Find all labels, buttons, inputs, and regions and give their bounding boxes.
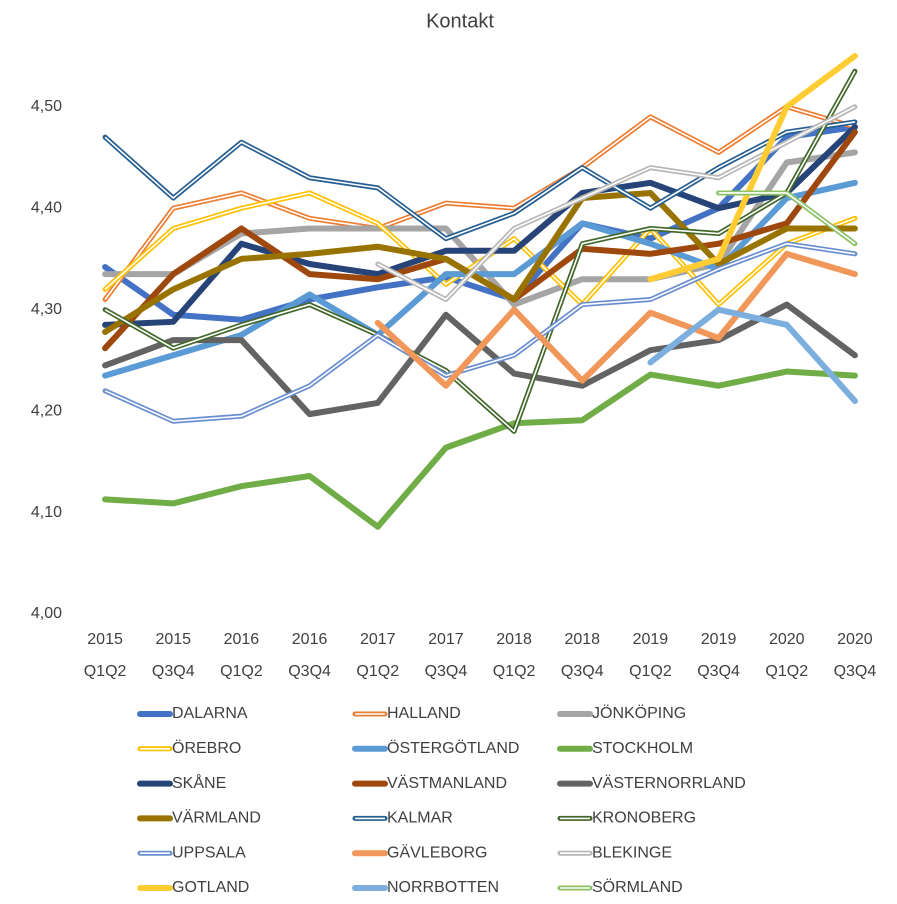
legend-label: GÄVLEBORG xyxy=(387,843,487,861)
y-tick-label: 4,10 xyxy=(31,504,62,521)
legend-label: KALMAR xyxy=(387,810,453,827)
legend-label: VÄSTERNORRLAND xyxy=(592,774,746,792)
x-tick-label: 2020 Q3Q4 xyxy=(834,631,877,680)
y-tick-label: 4,40 xyxy=(31,199,62,216)
legend-label: VÄRMLAND xyxy=(172,809,261,827)
legend-label: DALARNA xyxy=(172,705,248,722)
series-line xyxy=(374,250,858,389)
x-tick-label: 2015 Q1Q2 xyxy=(84,631,127,680)
y-tick-label: 4,20 xyxy=(31,402,62,419)
x-tick-label: 2020 Q1Q2 xyxy=(765,631,808,680)
series-line xyxy=(102,124,858,323)
x-tick-label: 2015 Q3Q4 xyxy=(152,631,195,680)
series-line xyxy=(102,124,858,328)
legend-label: ÖSTERGÖTLAND xyxy=(387,739,519,757)
legend-label: VÄSTMANLAND xyxy=(387,774,507,792)
x-tick-label: 2016 Q3Q4 xyxy=(288,631,331,680)
y-tick-label: 4,00 xyxy=(31,605,62,622)
series-line-inner xyxy=(104,105,856,300)
series-line-inner xyxy=(104,242,856,423)
series-line xyxy=(647,306,858,404)
legend-label: NORRBOTTEN xyxy=(387,879,499,896)
series-line-inner xyxy=(718,192,856,245)
series-line xyxy=(102,189,858,335)
series-line-inner xyxy=(104,121,856,240)
legend-label: HALLAND xyxy=(387,705,461,722)
legend-label: JÖNKÖPING xyxy=(592,704,686,722)
chart-title: Kontakt xyxy=(426,10,494,32)
legend-label: UPPSALA xyxy=(172,844,246,861)
x-tick-label: 2019 Q1Q2 xyxy=(629,631,672,680)
series-line-inner xyxy=(377,106,856,301)
legend-label: BLEKINGE xyxy=(592,844,672,861)
series-line xyxy=(102,368,858,530)
y-tick-label: 4,50 xyxy=(31,98,62,115)
x-tick-label: 2017 Q3Q4 xyxy=(425,631,468,680)
legend-label: ÖREBRO xyxy=(172,739,241,757)
legend-label: SKÅNE xyxy=(172,773,226,792)
legend-label: KRONOBERG xyxy=(592,810,696,827)
x-tick-label: 2019 Q3Q4 xyxy=(697,631,740,680)
legend-label: SÖRMLAND xyxy=(592,878,683,896)
series-line xyxy=(647,53,858,283)
x-tick-label: 2017 Q1Q2 xyxy=(356,631,399,680)
x-tick-label: 2016 Q1Q2 xyxy=(220,631,263,680)
x-tick-label: 2018 Q3Q4 xyxy=(561,631,604,680)
y-tick-label: 4,30 xyxy=(31,301,62,318)
legend-label: GOTLAND xyxy=(172,879,249,896)
x-tick-label: 2018 Q1Q2 xyxy=(493,631,536,680)
legend-label: STOCKHOLM xyxy=(592,740,693,757)
